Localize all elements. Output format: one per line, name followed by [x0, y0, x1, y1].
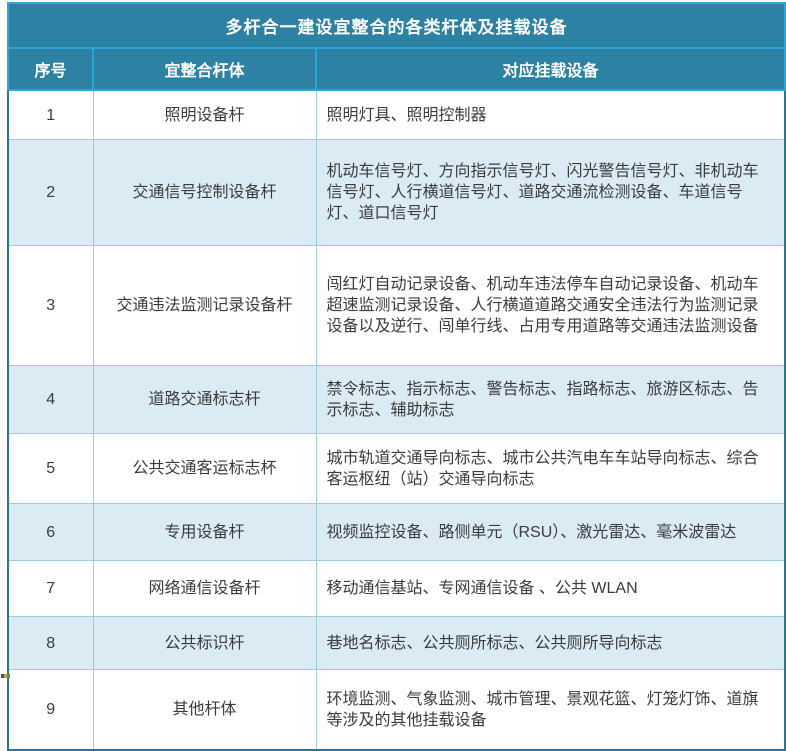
mounted-devices: 城市轨道交通导向标志、城市公共汽电车车站导向标志、综合客运枢纽（站）交通导向标志 [315, 433, 786, 504]
column-header-pole-type: 宜整合杆体 [92, 47, 317, 91]
column-header-mounted-devices: 对应挂载设备 [314, 47, 786, 91]
row-number: 9 [7, 669, 94, 751]
mounted-devices: 环境监测、气象监测、城市管理、景观花篮、灯笼灯饰、道旗等涉及的其他挂载设备 [315, 669, 786, 751]
pole-type: 公共标识杆 [92, 616, 317, 670]
poles-equipment-table: 多杆合一建设宜整合的各类杆体及挂载设备 序号 宜整合杆体 对应挂载设备 1 照明… [6, 2, 786, 751]
table-row: 6 专用设备杆 视频监控设备、路侧单元（RSU）、激光雷达、毫米波雷达 [7, 503, 786, 561]
row-number: 3 [7, 245, 94, 366]
mounted-devices: 巷地名标志、公共厕所标志、公共厕所导向标志 [315, 616, 786, 670]
table-row: 4 道路交通标志杆 禁令标志、指示标志、警告标志、指路标志、旅游区标志、告示标志… [7, 365, 786, 434]
row-number: 2 [7, 139, 94, 246]
row-number: 4 [7, 365, 94, 434]
table-row: 5 公共交通客运标志杯 城市轨道交通导向标志、城市公共汽电车车站导向标志、综合客… [7, 433, 786, 504]
pole-type: 网络通信设备杆 [92, 560, 317, 617]
table-row: 9 其他杆体 环境监测、气象监测、城市管理、景观花篮、灯笼灯饰、道旗等涉及的其他… [7, 669, 786, 751]
pixel-artifact [1, 674, 10, 678]
pole-type: 专用设备杆 [92, 503, 317, 561]
table-row: 8 公共标识杆 巷地名标志、公共厕所标志、公共厕所导向标志 [7, 616, 786, 670]
pole-type: 其他杆体 [92, 669, 317, 751]
mounted-devices: 机动车信号灯、方向指示信号灯、闪光警告信号灯、非机动车信号灯、人行横道信号灯、道… [315, 139, 786, 246]
column-header-number: 序号 [7, 47, 94, 91]
table-title-row: 多杆合一建设宜整合的各类杆体及挂载设备 [6, 2, 786, 49]
pole-type: 道路交通标志杆 [92, 365, 317, 434]
row-number: 1 [7, 89, 94, 140]
table-row: 2 交通信号控制设备杆 机动车信号灯、方向指示信号灯、闪光警告信号灯、非机动车信… [7, 139, 786, 246]
mounted-devices: 移动通信基站、专网通信设备 、公共 WLAN [315, 560, 786, 617]
mounted-devices: 照明灯具、照明控制器 [315, 89, 786, 140]
row-number: 8 [7, 616, 94, 670]
row-number: 5 [7, 433, 94, 504]
table-header-row: 序号 宜整合杆体 对应挂载设备 [7, 47, 786, 91]
mounted-devices: 闯红灯自动记录设备、机动车违法停车自动记录设备、机动车超速监测记录设备、人行横道… [315, 245, 786, 366]
mounted-devices: 视频监控设备、路侧单元（RSU）、激光雷达、毫米波雷达 [315, 503, 786, 561]
table: 多杆合一建设宜整合的各类杆体及挂载设备 序号 宜整合杆体 对应挂载设备 1 照明… [6, 2, 786, 751]
pole-type: 照明设备杆 [92, 89, 317, 140]
mounted-devices: 禁令标志、指示标志、警告标志、指路标志、旅游区标志、告示标志、辅助标志 [315, 365, 786, 434]
pole-type: 交通违法监测记录设备杆 [92, 245, 317, 366]
table-title: 多杆合一建设宜整合的各类杆体及挂载设备 [6, 2, 786, 49]
table-row: 3 交通违法监测记录设备杆 闯红灯自动记录设备、机动车违法停车自动记录设备、机动… [7, 245, 786, 366]
row-number: 6 [7, 503, 94, 561]
table-row: 1 照明设备杆 照明灯具、照明控制器 [7, 89, 786, 140]
pole-type: 公共交通客运标志杯 [92, 433, 317, 504]
row-number: 7 [7, 560, 94, 617]
table-row: 7 网络通信设备杆 移动通信基站、专网通信设备 、公共 WLAN [7, 560, 786, 617]
pole-type: 交通信号控制设备杆 [92, 139, 317, 246]
